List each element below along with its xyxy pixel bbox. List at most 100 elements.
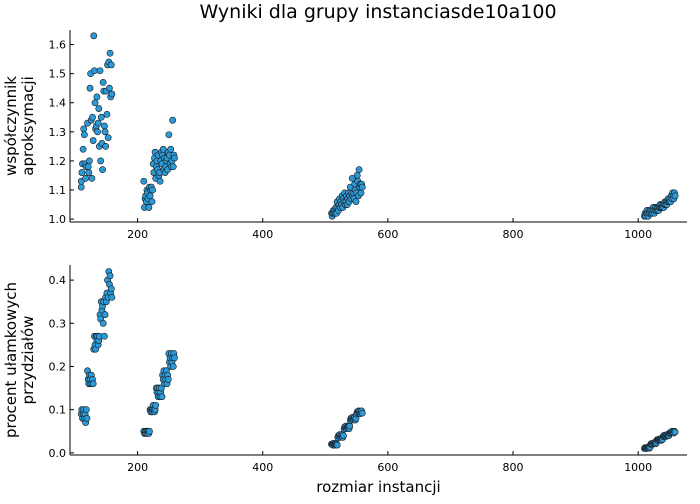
fractional-assignment-y-axis-title-line: procent ułamkowych — [2, 282, 20, 438]
approximation-ratio-data-point — [91, 67, 98, 75]
approximation-ratio-y-tick-label: 1.2 — [49, 155, 67, 168]
approximation-ratio-data-point — [99, 166, 106, 174]
approximation-ratio-data-point — [86, 84, 94, 92]
approximation-ratio-data-point — [77, 183, 85, 191]
approximation-ratio-data-point — [352, 198, 360, 206]
approximation-ratio-data-point — [171, 154, 178, 162]
approximation-ratio-data-point — [89, 137, 97, 144]
approximation-ratio-y-tick-label: 1.1 — [49, 184, 67, 197]
approximation-ratio-data-point — [165, 131, 173, 139]
approximation-ratio-data-point — [89, 113, 96, 121]
approximation-ratio-data-point — [78, 169, 86, 176]
approximation-ratio-data-point — [99, 78, 107, 86]
approximation-ratio-data-point — [348, 174, 356, 182]
approximation-ratio-data-point — [355, 166, 363, 174]
approximation-ratio-data-point — [84, 163, 92, 171]
approximation-ratio-data-point — [108, 90, 116, 98]
approximation-ratio-data-point — [140, 177, 148, 185]
fractional-assignment-x-tick-label: 800 — [503, 461, 524, 474]
approximation-ratio-data-point — [159, 145, 167, 153]
fractional-assignment-data-point — [169, 363, 177, 370]
approximation-ratio-data-point — [79, 145, 87, 153]
approximation-ratio-data-point — [82, 174, 90, 182]
fractional-assignment-y-tick-label: 0.0 — [49, 447, 67, 460]
approximation-ratio-data-point — [169, 116, 177, 124]
fractional-assignment-data-point — [333, 441, 341, 449]
approximation-ratio-data-point — [91, 99, 99, 107]
approximation-ratio-data-point — [94, 128, 101, 136]
fractional-assignment-y-tick-label: 0.2 — [49, 360, 67, 373]
fractional-assignment-data-point — [158, 393, 166, 401]
fractional-assignment-data-point — [82, 406, 90, 414]
approximation-ratio-data-point — [97, 113, 105, 121]
fractional-assignment-data-point — [346, 422, 354, 430]
approximation-ratio-data-point — [148, 198, 156, 206]
approximation-ratio-data-point — [357, 189, 365, 197]
approximation-ratio-data-point — [103, 110, 111, 118]
fractional-assignment-y-tick-label: 0.1 — [49, 404, 67, 417]
approximation-ratio-data-point — [80, 125, 88, 133]
approximation-ratio-y-tick-label: 1.3 — [49, 126, 67, 139]
approximation-ratio-data-point — [167, 145, 175, 153]
approximation-ratio-data-point — [107, 61, 115, 69]
approximation-ratio-data-point — [101, 128, 109, 136]
fractional-assignment-data-point — [99, 319, 107, 327]
approximation-ratio-data-point — [358, 183, 366, 191]
fractional-assignment-data-point — [107, 285, 115, 293]
approximation-ratio-x-tick-label: 400 — [252, 228, 273, 241]
approximation-ratio-data-point — [90, 32, 98, 40]
fractional-assignment-data-point — [108, 293, 116, 301]
approximation-ratio-y-tick-label: 1.4 — [49, 97, 67, 110]
fractional-assignment-data-point — [146, 427, 153, 435]
fractional-assignment-data-point — [358, 409, 366, 417]
approximation-ratio-data-point — [94, 119, 102, 127]
fractional-assignment-x-tick-label: 600 — [377, 461, 398, 474]
fractional-assignment-y-tick-label: 0.3 — [49, 317, 67, 330]
approximation-ratio-data-point — [96, 67, 104, 75]
fractional-assignment-data-point — [89, 380, 97, 388]
fractional-assignment-panel: 0.0 0.1 0.2 0.3 0.4 200 400 600 800 1000 procent u… — [2, 265, 687, 496]
approximation-ratio-x-tick-label: 1000 — [624, 228, 652, 241]
fractional-assignment-x-tick-label: 200 — [127, 461, 148, 474]
approximation-ratio-y-tick-label: 1.0 — [49, 213, 67, 226]
approximation-ratio-data-point — [85, 157, 93, 165]
fractional-assignment-data-point — [171, 354, 178, 362]
fractional-assignment-data-point — [106, 272, 114, 280]
approximation-ratio-data-point — [95, 105, 103, 112]
approximation-ratio-x-tick-label: 600 — [377, 228, 398, 241]
fractional-assignment-data-point — [671, 428, 679, 436]
fractional-assignment-x-tick-label: 1000 — [624, 461, 652, 474]
fractional-assignment-data-point — [101, 311, 109, 319]
approximation-ratio-data-point — [353, 172, 361, 179]
approximation-ratio-data-point — [156, 177, 164, 185]
fractional-assignment-x-axis-title: rozmiar instancji — [316, 478, 440, 496]
fractional-assignment-data-point — [340, 432, 347, 439]
fractional-assignment-data-point — [83, 414, 91, 422]
approximation-ratio-y-tick-label: 1.5 — [49, 68, 67, 81]
approximation-ratio-x-tick-label: 200 — [127, 228, 148, 241]
approximation-ratio-data-point — [80, 131, 88, 139]
approximation-ratio-y-axis-title-line: aproksymacji — [19, 76, 37, 176]
approximation-ratio-data-point — [671, 192, 679, 200]
fractional-assignment-y-axis-title-line: przydziałów — [19, 316, 37, 405]
approximation-ratio-data-point — [149, 186, 157, 194]
approximation-ratio-data-point — [106, 84, 113, 92]
approximation-ratio-panel: 1.0 1.1 1.2 1.3 1.4 1.5 1.6 200 400 600 800 1000 wsp… — [2, 30, 687, 241]
approximation-ratio-data-point — [146, 192, 154, 200]
approximation-ratio-data-point — [97, 157, 105, 165]
fractional-assignment-data-point — [152, 401, 160, 409]
fractional-assignment-x-tick-label: 400 — [252, 461, 273, 474]
approximation-ratio-y-tick-label: 1.6 — [49, 39, 67, 52]
approximation-ratio-y-axis-title-line: współczynnik — [2, 76, 20, 176]
approximation-ratio-data-point — [104, 134, 112, 142]
approximation-ratio-data-point — [85, 169, 93, 176]
fractional-assignment-data-point — [101, 332, 108, 340]
fractional-assignment-y-tick-label: 0.4 — [49, 274, 67, 287]
approximation-ratio-data-point — [102, 142, 110, 150]
approximation-ratio-data-point — [169, 163, 177, 171]
approximation-ratio-data-point — [93, 93, 101, 101]
approximation-ratio-data-point — [88, 174, 96, 182]
approximation-ratio-x-tick-label: 800 — [503, 228, 524, 241]
